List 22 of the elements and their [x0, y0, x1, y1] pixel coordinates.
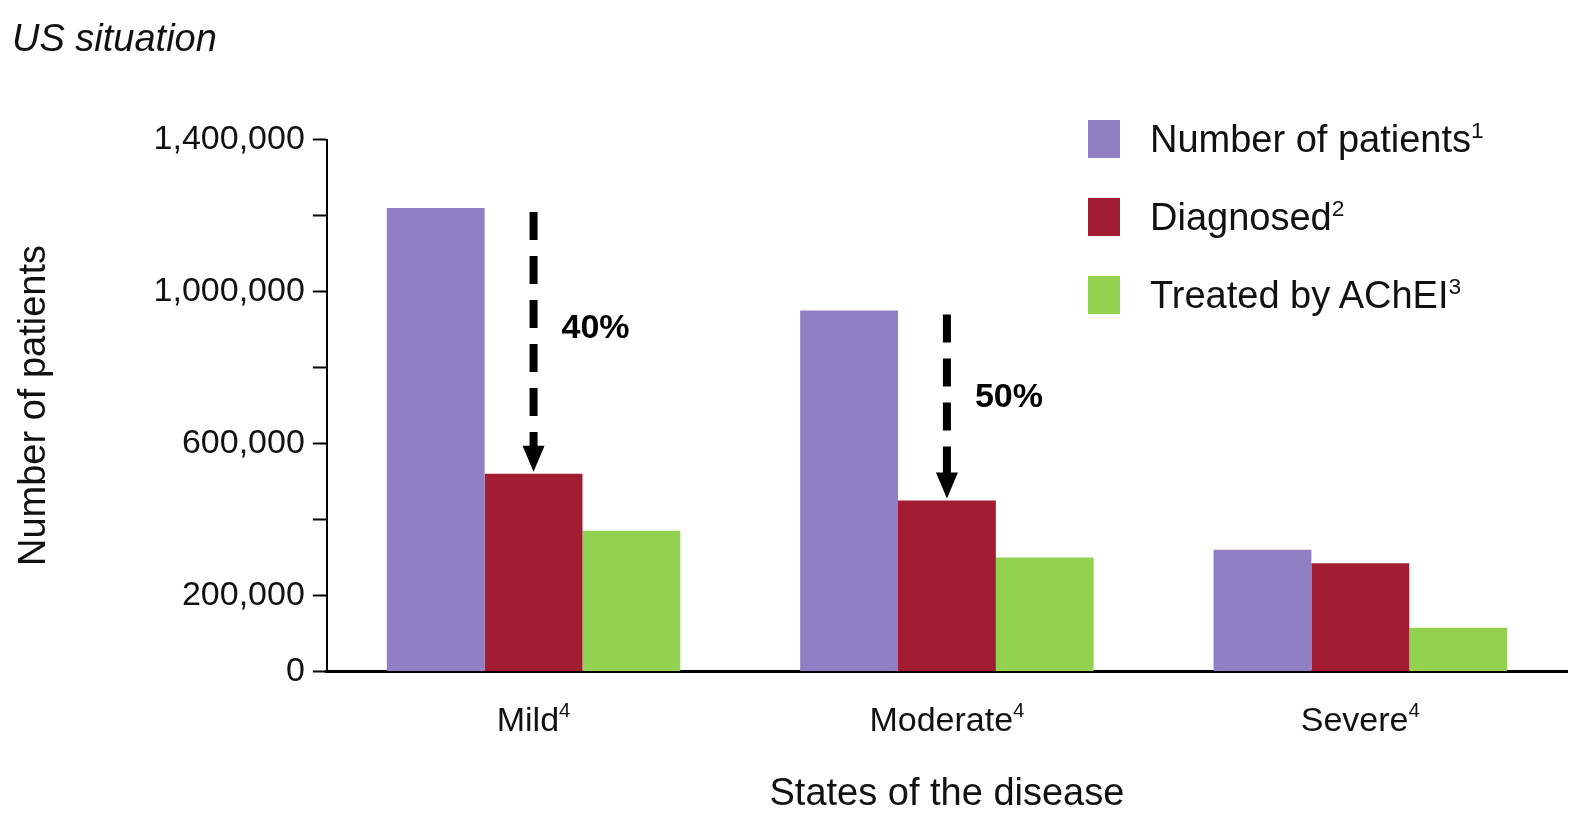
bar — [800, 310, 899, 671]
chart-title: US situation — [12, 17, 217, 60]
x-axis-title: States of the disease — [769, 770, 1125, 813]
annotation: 40% — [561, 307, 630, 346]
y-tick-label: 200,000 — [181, 573, 305, 612]
bar — [1213, 549, 1312, 671]
legend-label: Treated by AChEI$^{3}$ — [1150, 273, 1462, 317]
y-tick-label: 1,400,000 — [153, 117, 305, 156]
bar — [1311, 563, 1410, 671]
bar — [898, 500, 996, 671]
bar — [582, 530, 681, 671]
bar — [386, 207, 485, 671]
bar — [484, 473, 583, 671]
bar — [995, 557, 1094, 671]
y-tick-label: 0 — [285, 649, 305, 688]
y-axis-title: Number of patients — [11, 244, 54, 567]
legend-label: Diagnosed$^{2}$ — [1150, 195, 1345, 239]
bar — [1409, 627, 1508, 671]
annotation: 50% — [974, 375, 1043, 414]
legend-label: Number of patients$^{1}$ — [1150, 117, 1484, 161]
y-tick-label: 600,000 — [181, 421, 305, 460]
y-tick-label: 1,000,000 — [153, 269, 305, 308]
